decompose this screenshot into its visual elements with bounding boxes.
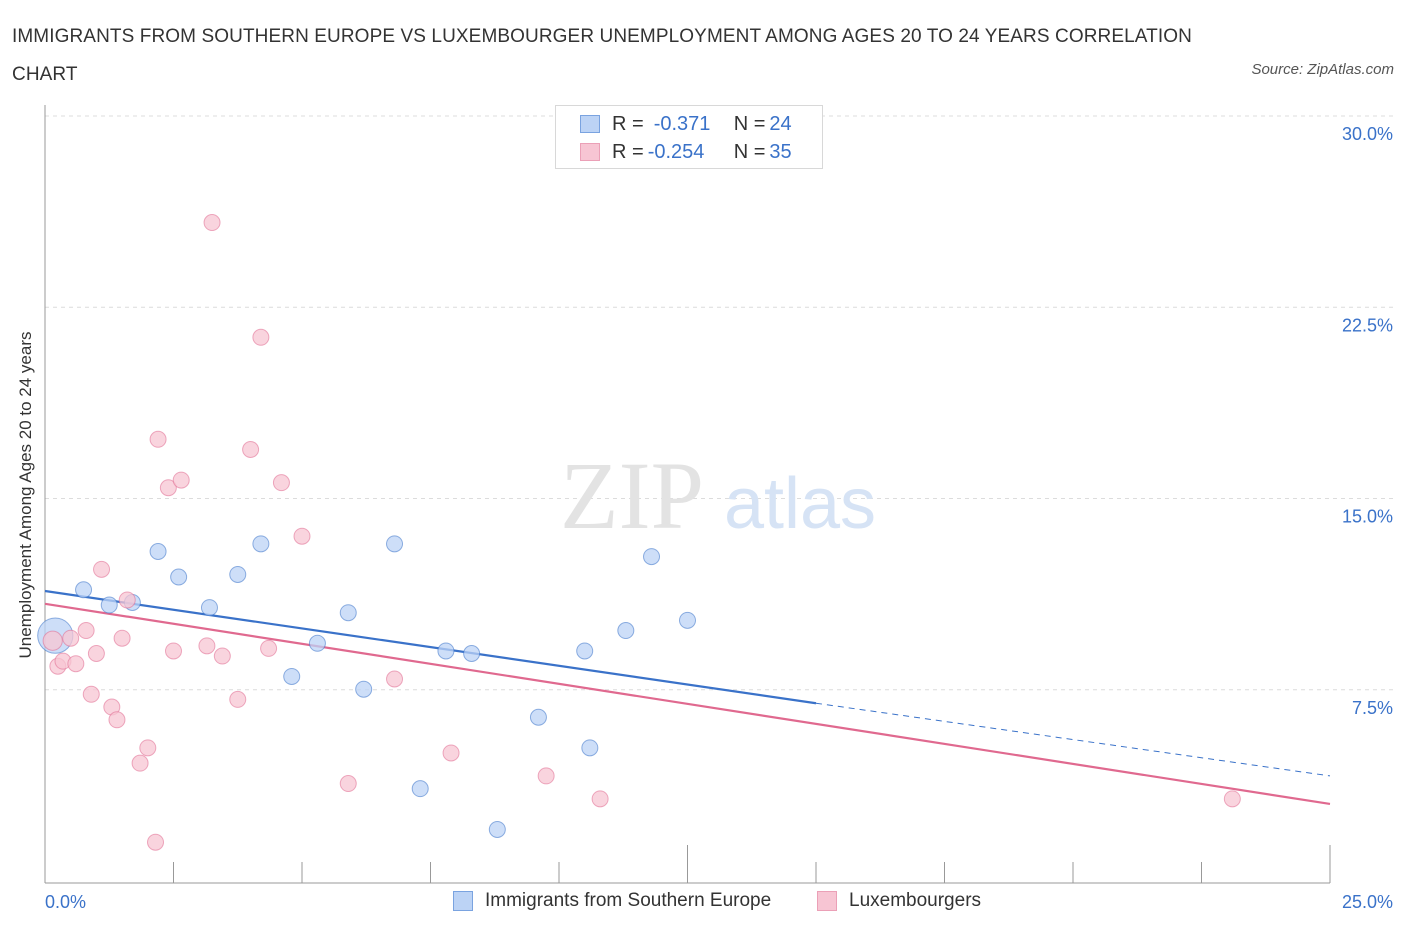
- chart-title: IMMIGRANTS FROM SOUTHERN EUROPE VS LUXEM…: [12, 26, 1192, 85]
- point-luxembourgers: [229, 690, 247, 708]
- point-southern-europe: [355, 680, 373, 698]
- watermark: ZIP atlas: [560, 442, 876, 549]
- legend-swatch-blue: [580, 115, 600, 133]
- point-southern-europe: [339, 604, 357, 622]
- point-luxembourgers: [131, 754, 149, 772]
- legend-n-label: N =: [733, 112, 766, 135]
- series-legend-blue: Immigrants from Southern Europe: [453, 890, 771, 912]
- point-southern-europe: [100, 596, 118, 614]
- point-luxembourgers: [108, 711, 126, 729]
- trend-line-luxembourgers: [44, 602, 1331, 806]
- point-luxembourgers: [260, 639, 278, 657]
- point-luxembourgers: [77, 622, 95, 640]
- point-southern-europe: [229, 565, 247, 583]
- point-luxembourgers: [42, 630, 63, 651]
- point-luxembourgers: [1223, 790, 1241, 808]
- point-luxembourgers: [87, 645, 105, 662]
- point-southern-europe: [283, 667, 301, 685]
- legend-swatch-pink: [580, 143, 600, 161]
- point-luxembourgers: [591, 790, 609, 808]
- legend-n-value: 24: [769, 112, 792, 135]
- point-southern-europe: [411, 780, 429, 798]
- point-southern-europe: [308, 634, 326, 652]
- legend-r-value: -0.371: [653, 112, 711, 135]
- y-axis-label: Unemployment Among Ages 20 to 24 years: [16, 331, 35, 659]
- x-tick-label: 0.0%: [45, 892, 86, 912]
- watermark-atlas: atlas: [724, 464, 876, 544]
- point-southern-europe: [75, 581, 93, 599]
- data-points: [37, 214, 1241, 851]
- legend-r-label: R =: [612, 140, 644, 163]
- point-luxembourgers: [82, 685, 100, 703]
- point-luxembourgers: [213, 647, 231, 665]
- point-luxembourgers: [203, 214, 221, 232]
- point-luxembourgers: [172, 471, 190, 489]
- point-southern-europe: [643, 548, 661, 566]
- point-southern-europe: [679, 611, 696, 629]
- point-luxembourgers: [198, 637, 216, 655]
- point-luxembourgers: [139, 739, 157, 757]
- x-tick-label: 25.0%: [1342, 892, 1393, 912]
- legend-n-label: N =: [733, 140, 766, 163]
- series-swatch-pink: [817, 891, 837, 911]
- point-luxembourgers: [252, 328, 270, 346]
- point-luxembourgers: [93, 560, 111, 578]
- point-southern-europe: [576, 642, 594, 660]
- trend-lines: [44, 589, 1331, 806]
- y-tick-label: 30.0%: [1342, 124, 1393, 144]
- watermark-zip: ZIP: [560, 442, 704, 549]
- correlation-legend: R = -0.371 N = 24 R = -0.254 N = 35: [555, 105, 823, 169]
- point-luxembourgers: [62, 629, 80, 647]
- point-luxembourgers: [165, 642, 182, 660]
- trend-line-extension: [815, 702, 1331, 777]
- y-tick-label: 7.5%: [1352, 698, 1393, 718]
- legend-r-value: -0.254: [647, 140, 705, 163]
- point-southern-europe: [581, 739, 599, 757]
- trend-line-southern-europe: [44, 589, 817, 705]
- point-luxembourgers: [159, 479, 177, 497]
- series-label-pink: Luxembourgers: [849, 890, 982, 911]
- point-luxembourgers: [339, 775, 357, 793]
- point-southern-europe: [463, 645, 481, 662]
- point-luxembourgers: [293, 527, 311, 545]
- legend-r-label: R =: [612, 112, 644, 135]
- legend-row-blue: R = -0.371 N = 24: [580, 111, 792, 137]
- point-luxembourgers: [386, 670, 404, 688]
- point-luxembourgers: [147, 833, 165, 851]
- point-luxembourgers: [242, 441, 260, 458]
- series-legend-pink: Luxembourgers: [817, 890, 981, 912]
- point-southern-europe: [200, 599, 218, 617]
- y-tick-label: 22.5%: [1342, 315, 1393, 335]
- point-southern-europe: [252, 535, 270, 553]
- axes: [44, 105, 1331, 884]
- point-luxembourgers: [537, 767, 555, 785]
- point-southern-europe: [617, 622, 635, 640]
- point-southern-europe: [170, 568, 188, 586]
- source-credit: Source: ZipAtlas.com: [1251, 61, 1394, 78]
- legend-row-pink: R = -0.254 N = 35: [580, 139, 792, 165]
- point-southern-europe: [149, 543, 167, 560]
- point-southern-europe: [488, 820, 506, 838]
- grid-lines: [45, 115, 1395, 691]
- point-luxembourgers: [113, 629, 131, 647]
- point-southern-europe: [529, 708, 547, 726]
- point-luxembourgers: [149, 430, 167, 448]
- point-luxembourgers: [67, 655, 85, 673]
- legend-n-value: 35: [769, 140, 792, 163]
- point-luxembourgers: [442, 744, 460, 762]
- point-southern-europe: [386, 535, 404, 553]
- point-luxembourgers: [272, 474, 290, 492]
- tick-labels: 7.5% 15.0% 22.5% 30.0% 0.0% 25.0%: [45, 124, 1393, 912]
- point-southern-europe: [437, 642, 455, 660]
- series-label-blue: Immigrants from Southern Europe: [485, 890, 772, 911]
- series-swatch-blue: [453, 891, 473, 911]
- point-luxembourgers: [118, 591, 136, 609]
- y-tick-label: 15.0%: [1342, 507, 1393, 527]
